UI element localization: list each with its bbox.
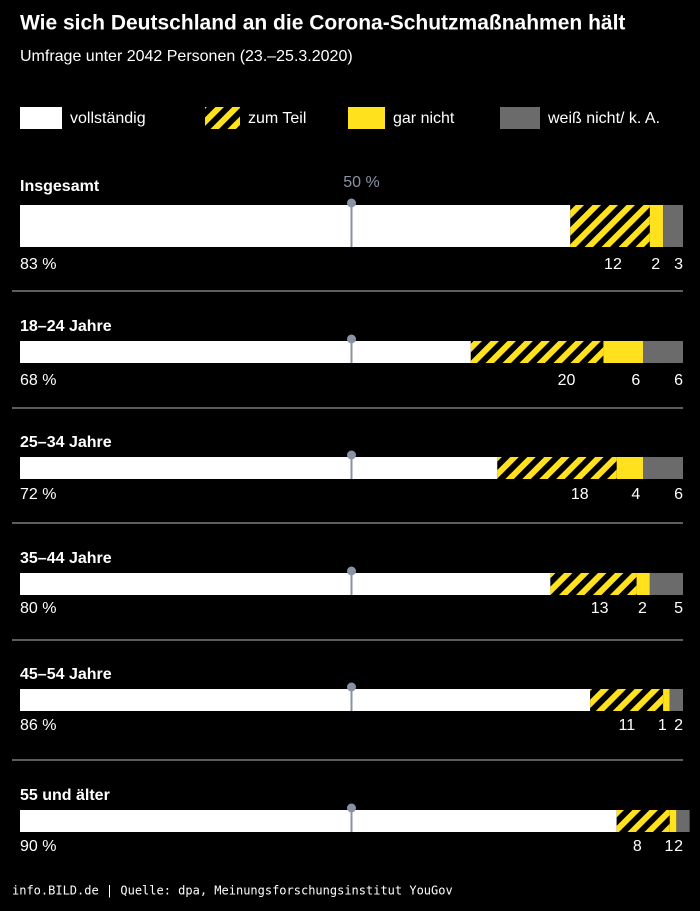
category-label: Insgesamt [20, 178, 100, 195]
chart-title: Wie sich Deutschland an die Corona-Schut… [20, 12, 625, 35]
value-label: 1 [658, 717, 667, 734]
reference-label: 50 % [343, 174, 379, 191]
bar-segment [20, 810, 617, 832]
bar-segment [470, 341, 604, 363]
category-label: 45–54 Jahre [20, 666, 112, 683]
bar-segment [636, 573, 650, 595]
legend-swatch [205, 107, 240, 129]
value-label: 83 % [20, 256, 56, 273]
value-label: 6 [674, 486, 683, 503]
legend-label: vollständig [70, 110, 146, 127]
bar-segment [20, 573, 551, 595]
reference-dot [347, 450, 356, 460]
bar-segment [20, 341, 471, 363]
source: info.BILD.de | Quelle: dpa, Meinungsfors… [12, 884, 453, 898]
bar-segment [669, 689, 683, 711]
value-label: 12 [604, 256, 622, 273]
bar-segment [570, 205, 650, 247]
legend-label: zum Teil [248, 110, 306, 127]
value-label: 8 [633, 838, 642, 855]
reference-dot [347, 198, 356, 208]
bar-segment [663, 689, 670, 711]
bar-segment [676, 810, 690, 832]
chart-subtitle: Umfrage unter 2042 Personen (23.–25.3.20… [20, 48, 353, 65]
bar-segment [649, 205, 664, 247]
reference-dot [347, 682, 356, 692]
legend-swatch [348, 107, 385, 129]
bar-segment [669, 810, 677, 832]
bar-segment [497, 457, 617, 479]
value-label: 6 [631, 372, 640, 389]
value-label: 6 [674, 372, 683, 389]
value-label: 11 [619, 717, 636, 734]
bar-segment [590, 689, 664, 711]
reference-dot [347, 334, 356, 344]
value-label: 18 [571, 486, 589, 503]
value-label: 20 [558, 372, 576, 389]
value-label: 2 [651, 256, 660, 273]
value-label: 2 [674, 838, 683, 855]
value-label: 5 [674, 600, 683, 617]
category-label: 35–44 Jahre [20, 550, 112, 567]
value-label: 3 [674, 256, 683, 273]
bar-segment [663, 205, 683, 247]
category-label: 55 und älter [20, 787, 110, 804]
legend-swatch [500, 107, 540, 129]
legend-label: gar nicht [393, 110, 455, 127]
value-label: 1 [664, 838, 673, 855]
value-label: 2 [674, 717, 683, 734]
bar-segment [20, 205, 571, 247]
bar-segment [603, 341, 644, 363]
bar-segment [643, 341, 683, 363]
bar-segment [616, 457, 644, 479]
bar-segment [20, 457, 498, 479]
value-label: 4 [631, 486, 640, 503]
value-label: 72 % [20, 486, 56, 503]
legend-label: weiß nicht/ k. A. [547, 110, 660, 127]
value-label: 68 % [20, 372, 56, 389]
reference-dot [347, 566, 356, 576]
bar-segment [550, 573, 637, 595]
value-label: 80 % [20, 600, 56, 617]
reference-dot [347, 803, 356, 813]
legend-swatch [20, 107, 62, 129]
category-label: 25–34 Jahre [20, 434, 112, 451]
bar-segment [616, 810, 670, 832]
value-label: 2 [638, 600, 647, 617]
bar-segment [20, 689, 591, 711]
value-label: 90 % [20, 838, 56, 855]
value-label: 86 % [20, 717, 56, 734]
value-label: 13 [591, 600, 609, 617]
bar-segment [649, 573, 683, 595]
bar-segment [643, 457, 683, 479]
category-label: 18–24 Jahre [20, 318, 112, 335]
